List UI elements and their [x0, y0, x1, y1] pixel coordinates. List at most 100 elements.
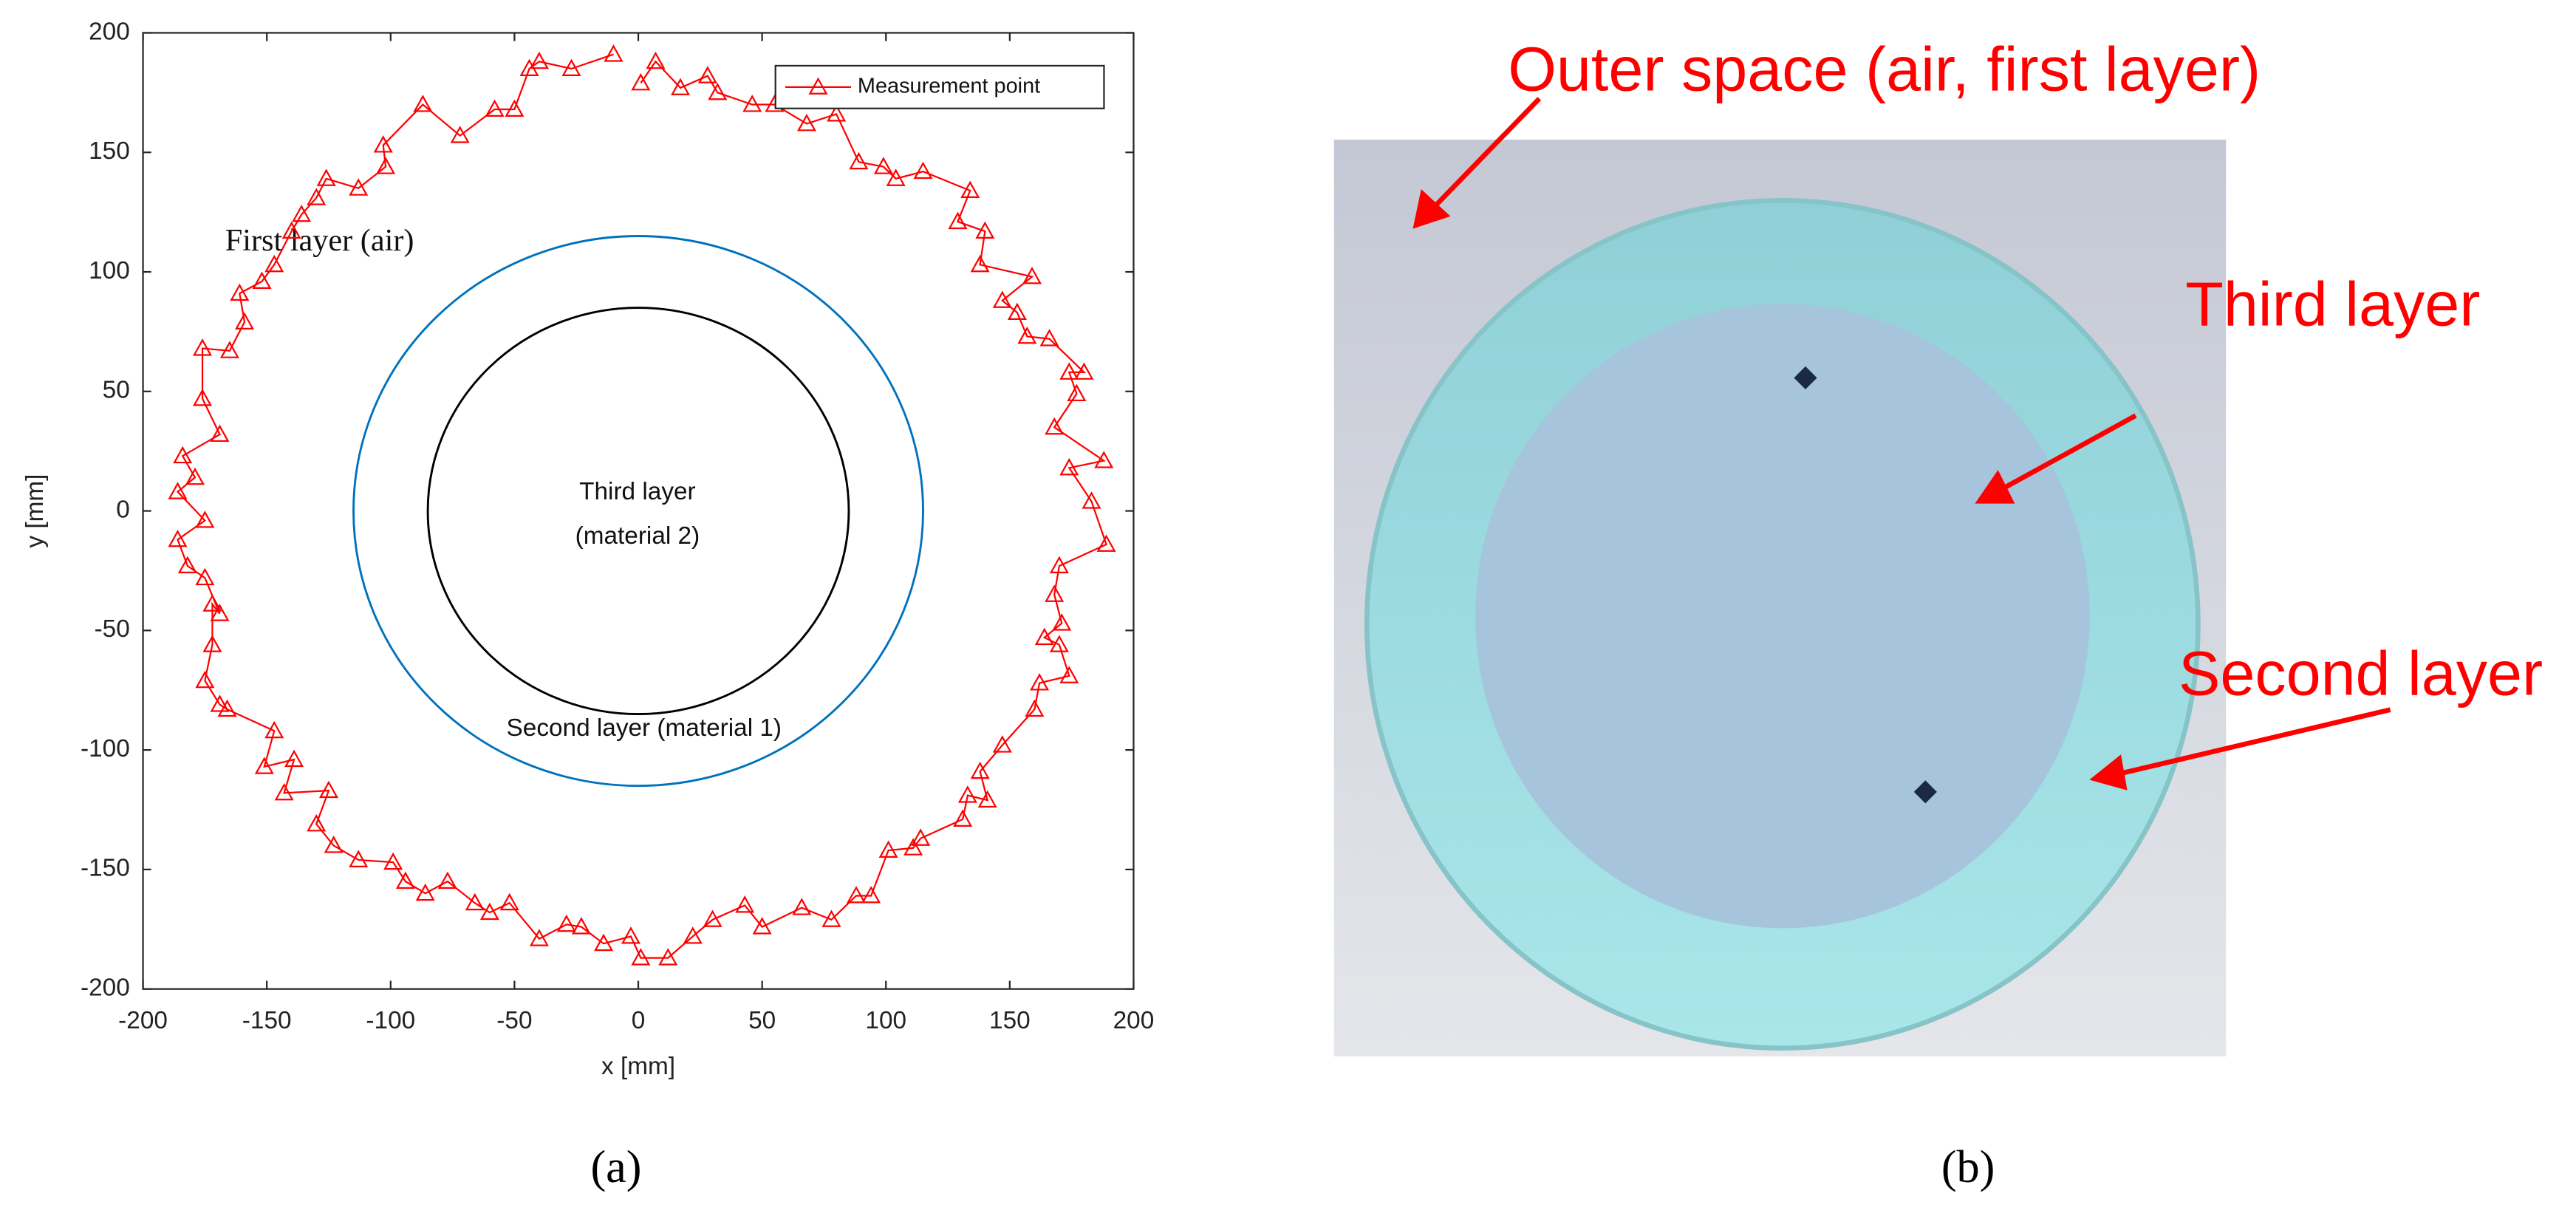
marker — [292, 204, 312, 222]
marker — [970, 254, 990, 273]
marker — [264, 720, 284, 739]
marker — [1074, 362, 1094, 380]
x-tick-label: 0 — [632, 1007, 646, 1034]
marker — [646, 51, 666, 69]
y-axis-label: y [mm] — [21, 474, 49, 548]
marker — [1059, 666, 1079, 683]
marker — [230, 283, 250, 301]
marker — [307, 814, 327, 832]
marker — [193, 389, 213, 406]
marker — [349, 178, 369, 196]
marker — [202, 594, 222, 612]
marker — [913, 161, 933, 180]
y-tick-label: 50 — [103, 377, 130, 404]
marker — [324, 836, 344, 853]
marker — [450, 126, 470, 143]
marker — [415, 883, 435, 901]
marker — [960, 180, 980, 199]
marker — [252, 271, 272, 289]
marker — [173, 445, 193, 464]
marker — [281, 221, 301, 239]
marker — [683, 926, 703, 944]
marker — [168, 482, 188, 499]
marker — [437, 871, 457, 890]
y-tick-label: 200 — [89, 18, 130, 45]
marker — [878, 840, 898, 858]
marker — [485, 99, 505, 117]
marker — [742, 95, 762, 112]
marker — [992, 735, 1012, 753]
marker — [373, 135, 393, 153]
marker — [658, 948, 678, 966]
marker — [1059, 457, 1079, 476]
marker — [703, 909, 722, 927]
marker — [953, 809, 973, 827]
reference-circle — [352, 235, 924, 788]
marker — [1059, 362, 1079, 380]
annotation: First layer (air) — [225, 223, 414, 258]
x-tick-label: -100 — [366, 1007, 415, 1034]
marker — [621, 926, 640, 944]
marker — [556, 914, 576, 932]
marker — [202, 635, 222, 652]
marker — [1034, 627, 1054, 646]
marker — [413, 95, 433, 112]
marker — [529, 929, 549, 946]
label-third: Third layer — [2185, 269, 2480, 338]
marker — [796, 114, 816, 132]
marker — [376, 157, 396, 174]
marker — [217, 699, 237, 717]
marker — [886, 168, 906, 186]
marker — [827, 104, 847, 122]
x-tick-label: 100 — [865, 1007, 906, 1034]
marker — [168, 529, 188, 547]
marker — [977, 790, 997, 808]
x-tick-label: -150 — [242, 1007, 292, 1034]
marker — [1045, 584, 1065, 602]
marker — [1052, 613, 1072, 631]
marker — [948, 211, 968, 230]
marker — [847, 886, 867, 904]
y-tick-label: 0 — [116, 496, 130, 523]
marker — [1030, 673, 1050, 691]
marker — [284, 749, 304, 768]
marker — [465, 892, 485, 911]
plot-area — [142, 32, 1135, 990]
marker — [1022, 267, 1042, 284]
x-axis-label: x [mm] — [601, 1053, 675, 1080]
marker — [1094, 451, 1114, 468]
marker — [873, 157, 893, 174]
marker — [195, 511, 215, 528]
marker — [1017, 326, 1037, 344]
y-tick-label: -100 — [81, 735, 130, 762]
marker — [210, 694, 230, 712]
marker — [1049, 635, 1069, 652]
marker — [195, 670, 215, 689]
arrows — [1412, 97, 2391, 791]
marker — [911, 828, 931, 846]
label-outer: Outer space (air, first layer) — [1508, 34, 2261, 103]
marker — [1045, 417, 1065, 435]
marker — [195, 567, 215, 586]
marker — [219, 341, 239, 358]
x-tick-label: -200 — [118, 1007, 168, 1034]
x-tick-label: 150 — [989, 1007, 1031, 1034]
marker — [1039, 329, 1059, 346]
label-second: Second layer — [2179, 639, 2543, 708]
marker — [821, 909, 841, 927]
y-tick-label: -200 — [81, 974, 130, 1001]
marker — [316, 168, 336, 186]
marker — [561, 58, 581, 77]
arrow — [1999, 413, 2137, 492]
marker — [631, 948, 651, 966]
annotation: Third layer — [579, 478, 696, 505]
annotation: (material 2) — [575, 522, 700, 550]
marker — [254, 757, 274, 774]
marker — [395, 871, 415, 890]
marker — [697, 66, 717, 83]
arrow — [2118, 707, 2391, 776]
marker — [193, 338, 213, 356]
marker — [383, 852, 403, 870]
